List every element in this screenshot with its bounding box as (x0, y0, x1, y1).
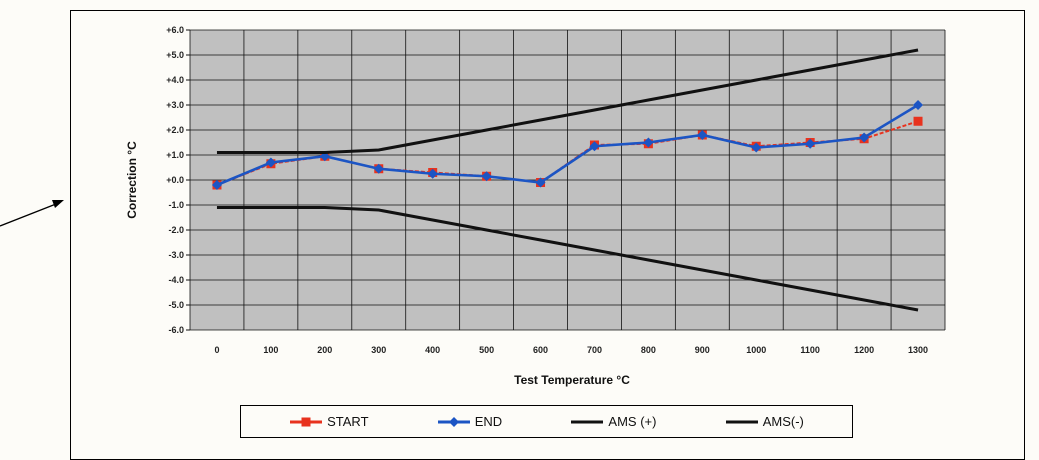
x-tick-label: 200 (317, 345, 332, 355)
x-tick-label: 1100 (800, 345, 820, 355)
data-point (913, 100, 924, 110)
y-tick-label: -2.0 (168, 225, 184, 235)
series-line (216, 206, 919, 312)
callout-arrow (0, 200, 64, 227)
series-ams (216, 206, 919, 312)
data-point (373, 163, 384, 174)
legend-marker (301, 417, 311, 426)
data-point (913, 116, 923, 126)
y-tick-label: -4.0 (168, 275, 184, 285)
y-axis-ticks: +6.0 +5.0 +4.0 +3.0 +2.0 +1.0 +0.0 -1.0 -2.0 -3.0… (166, 25, 190, 335)
legend: START END AMS (+) AMS(-) (240, 405, 853, 438)
data-point (643, 137, 654, 148)
legend-swatch (290, 417, 323, 426)
legend-label: END (474, 414, 503, 429)
x-tick-label: 300 (371, 345, 386, 355)
y-tick-label: -1.0 (168, 200, 184, 210)
legend-label: AMS(-) (762, 414, 804, 429)
x-axis-title: Test Temperature °C (514, 373, 630, 387)
x-tick-label: 1000 (746, 345, 766, 355)
x-tick-label: 500 (479, 345, 494, 355)
series-end (211, 100, 924, 190)
series-layer (211, 48, 924, 312)
x-tick-label: 0 (214, 345, 219, 355)
data-point (805, 138, 816, 149)
data-point (751, 142, 762, 153)
series-line (216, 48, 919, 154)
x-tick-label: 1200 (854, 345, 874, 355)
x-tick-label: 600 (533, 345, 548, 355)
y-tick-label: +4.0 (166, 75, 184, 85)
series-ams (216, 48, 919, 154)
y-tick-label: -6.0 (168, 325, 184, 335)
y-tick-label: +6.0 (166, 25, 184, 35)
y-tick-label: +3.0 (166, 100, 184, 110)
x-tick-label: 100 (263, 345, 278, 355)
series-line (216, 103, 919, 187)
x-tick-label: 400 (425, 345, 440, 355)
data-point (589, 141, 600, 152)
legend-label: AMS (+) (608, 414, 657, 429)
grid (189, 29, 946, 331)
y-tick-label: +1.0 (166, 150, 184, 160)
data-point (697, 130, 708, 140)
data-point (265, 157, 276, 168)
x-tick-label: 1300 (908, 345, 928, 355)
y-tick-label: -5.0 (168, 300, 184, 310)
legend-item: AMS (+) (570, 414, 656, 429)
legend-item: END (437, 414, 502, 429)
data-point (859, 132, 870, 143)
legend-swatch (571, 420, 604, 423)
x-tick-label: 800 (641, 345, 656, 355)
legend-item: START (289, 414, 369, 429)
data-point (481, 171, 492, 182)
y-tick-label: +5.0 (166, 50, 184, 60)
data-point (211, 180, 222, 190)
legend-swatch (725, 420, 758, 423)
legend-swatch (437, 416, 470, 427)
y-axis-title: Correction °C (125, 141, 139, 219)
data-point (427, 168, 438, 179)
legend-item: AMS(-) (725, 414, 804, 429)
x-axis-ticks: 0 100 200 300 400 500 600 700 800 900 1000 1100 1200… (214, 345, 928, 355)
legend-label: START (327, 414, 369, 429)
x-tick-label: 700 (587, 345, 602, 355)
y-tick-label: -3.0 (168, 250, 184, 260)
y-tick-label: +2.0 (166, 125, 184, 135)
x-tick-label: 900 (695, 345, 710, 355)
legend-marker (448, 416, 459, 427)
y-tick-label: +0.0 (166, 175, 184, 185)
data-point (535, 177, 546, 188)
